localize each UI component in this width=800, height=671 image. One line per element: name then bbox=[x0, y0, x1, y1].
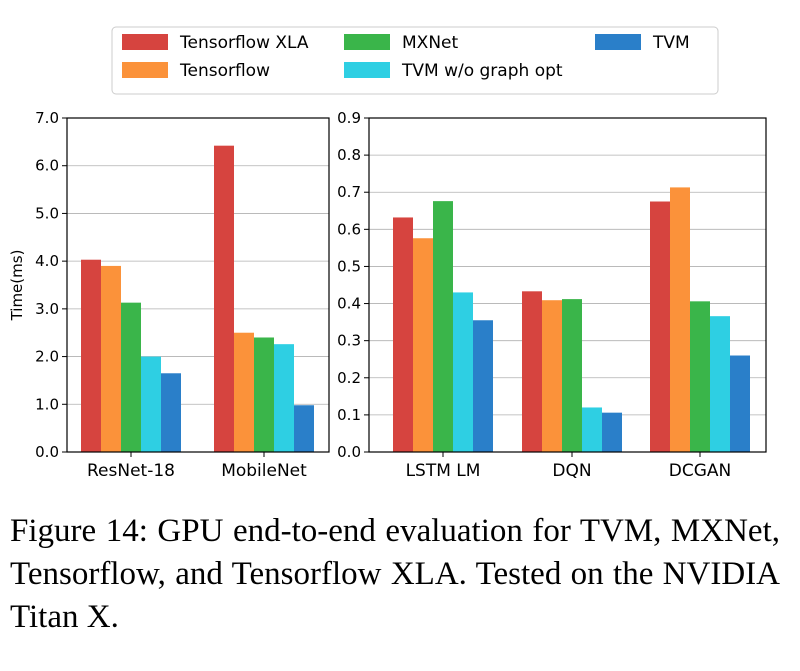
bar-1-0-0 bbox=[393, 217, 413, 452]
ytick-label-0-3: 3.0 bbox=[35, 300, 59, 318]
ytick-label-1-2: 0.2 bbox=[337, 369, 361, 387]
legend-frame bbox=[111, 26, 719, 95]
ytick-label-1-4: 0.4 bbox=[337, 295, 361, 313]
bar-1-0-4 bbox=[473, 320, 493, 452]
legend-swatch-2 bbox=[595, 34, 641, 50]
bar-0-0-1 bbox=[101, 265, 121, 452]
plot-frame-0 bbox=[66, 117, 330, 453]
bar-1-2-3 bbox=[710, 316, 730, 452]
bar-1-1-4 bbox=[602, 412, 622, 452]
ytick-label-1-9: 0.9 bbox=[337, 109, 361, 127]
bar-1-0-2 bbox=[433, 201, 453, 452]
ylabel-0: Time(ms) bbox=[8, 250, 26, 322]
figure-caption: Figure 14: GPU end-to-end evaluation for… bbox=[10, 513, 780, 635]
ytick-label-0-2: 2.0 bbox=[35, 348, 59, 366]
bar-1-2-2 bbox=[690, 301, 710, 452]
legend-label-0: Tensorflow XLA bbox=[179, 33, 309, 53]
legend-swatch-4 bbox=[344, 62, 390, 78]
ytick-label-1-1: 0.1 bbox=[337, 406, 361, 424]
bar-0-1-1 bbox=[234, 332, 254, 452]
bar-1-0-1 bbox=[413, 238, 433, 452]
legend-label-3: Tensorflow bbox=[179, 61, 270, 81]
legend-label-2: TVM bbox=[652, 33, 690, 53]
ytick-label-1-8: 0.8 bbox=[337, 146, 361, 164]
bar-0-1-4 bbox=[294, 405, 314, 452]
xtick-label-0-0: ResNet-18 bbox=[87, 461, 175, 481]
bar-1-1-3 bbox=[582, 407, 602, 452]
xtick-label-1-2: DCGAN bbox=[669, 461, 731, 481]
ytick-label-1-5: 0.5 bbox=[337, 257, 361, 275]
bar-0-1-2 bbox=[254, 337, 274, 452]
plot-frame-1 bbox=[368, 117, 767, 453]
bar-1-1-0 bbox=[522, 291, 542, 452]
bar-1-1-1 bbox=[542, 300, 562, 452]
ytick-label-0-1: 1.0 bbox=[35, 395, 59, 413]
bar-0-0-3 bbox=[141, 356, 161, 452]
ytick-label-0-5: 5.0 bbox=[35, 204, 59, 222]
xtick-label-1-1: DQN bbox=[552, 461, 591, 481]
legend-swatch-3 bbox=[122, 62, 168, 78]
ytick-label-1-6: 0.6 bbox=[337, 220, 361, 238]
legend-label-1: MXNet bbox=[402, 33, 458, 53]
bar-1-2-1 bbox=[670, 187, 690, 453]
ytick-label-0-7: 7.0 bbox=[35, 109, 59, 127]
bar-1-0-3 bbox=[453, 292, 473, 452]
bar-0-0-2 bbox=[121, 302, 141, 452]
ytick-label-0-6: 6.0 bbox=[35, 157, 59, 175]
ytick-label-1-3: 0.3 bbox=[337, 332, 361, 350]
ytick-label-0-0: 0.0 bbox=[35, 443, 59, 461]
xtick-label-0-1: MobileNet bbox=[221, 461, 307, 481]
legend-label-4: TVM w/o graph opt bbox=[401, 61, 563, 81]
chart-svg: Tensorflow XLA MXNet TVM Tensorflow TVM w/o … bbox=[8, 26, 767, 481]
xtick-label-1-0: LSTM LM bbox=[406, 461, 481, 481]
bar-0-0-0 bbox=[81, 259, 101, 452]
bar-0-1-0 bbox=[214, 145, 234, 452]
legend-swatch-1 bbox=[344, 34, 390, 50]
bar-0-0-4 bbox=[161, 373, 181, 452]
bar-1-1-2 bbox=[562, 299, 582, 452]
figure: Tensorflow XLA MXNet TVM Tensorflow TVM w/o … bbox=[8, 26, 767, 481]
ytick-label-1-0: 0.0 bbox=[337, 443, 361, 461]
bar-1-2-0 bbox=[650, 201, 670, 452]
ytick-label-1-7: 0.7 bbox=[337, 183, 361, 201]
bar-0-1-3 bbox=[274, 344, 294, 452]
ytick-label-0-4: 4.0 bbox=[35, 252, 59, 270]
bar-1-2-4 bbox=[730, 355, 750, 452]
legend-swatch-0 bbox=[122, 34, 168, 50]
